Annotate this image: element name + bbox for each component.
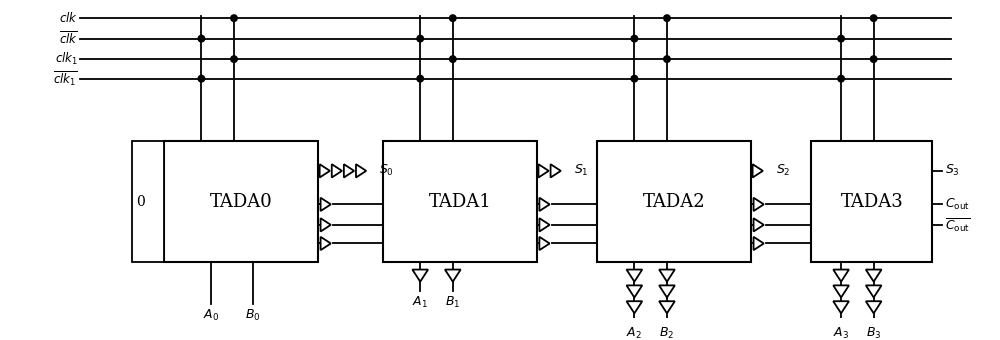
- Circle shape: [664, 56, 670, 62]
- Polygon shape: [539, 237, 550, 250]
- Circle shape: [631, 35, 638, 42]
- Text: $C_{\rm out}$: $C_{\rm out}$: [945, 197, 970, 212]
- Text: $B_3$: $B_3$: [866, 326, 881, 340]
- Polygon shape: [539, 218, 550, 232]
- Circle shape: [417, 75, 423, 82]
- Circle shape: [198, 75, 205, 82]
- Polygon shape: [320, 164, 330, 177]
- Polygon shape: [445, 270, 461, 282]
- Polygon shape: [866, 301, 882, 313]
- Bar: [597, 141, 751, 262]
- Polygon shape: [551, 164, 561, 177]
- Circle shape: [664, 15, 670, 21]
- Polygon shape: [344, 164, 354, 177]
- Polygon shape: [321, 198, 331, 211]
- Polygon shape: [754, 218, 764, 232]
- Text: $\overline{clk_1}$: $\overline{clk_1}$: [53, 69, 78, 88]
- Circle shape: [870, 56, 877, 62]
- Text: 0: 0: [137, 194, 145, 208]
- Polygon shape: [659, 285, 675, 298]
- Text: $B_0$: $B_0$: [245, 308, 260, 323]
- Text: TADA1: TADA1: [428, 192, 491, 210]
- Polygon shape: [754, 198, 764, 211]
- Text: $A_0$: $A_0$: [203, 308, 219, 323]
- Circle shape: [231, 56, 237, 62]
- Circle shape: [231, 15, 237, 21]
- Polygon shape: [627, 301, 642, 313]
- Circle shape: [450, 15, 456, 21]
- Polygon shape: [356, 164, 366, 177]
- Text: TADA2: TADA2: [643, 192, 705, 210]
- Polygon shape: [538, 164, 549, 177]
- Text: $S_3$: $S_3$: [945, 163, 960, 178]
- Text: TADA3: TADA3: [840, 192, 903, 210]
- Bar: [811, 141, 932, 262]
- Polygon shape: [539, 198, 550, 211]
- Circle shape: [417, 35, 423, 42]
- Polygon shape: [866, 285, 882, 298]
- Text: $B_2$: $B_2$: [659, 326, 675, 340]
- Polygon shape: [412, 270, 428, 282]
- Polygon shape: [332, 164, 342, 177]
- Text: $\overline{clk}$: $\overline{clk}$: [59, 30, 78, 47]
- Bar: [164, 141, 318, 262]
- Polygon shape: [833, 301, 849, 313]
- Bar: [383, 141, 537, 262]
- Circle shape: [631, 75, 638, 82]
- Text: $S_1$: $S_1$: [574, 163, 589, 178]
- Circle shape: [838, 35, 844, 42]
- Polygon shape: [833, 285, 849, 298]
- Circle shape: [838, 75, 844, 82]
- Text: $A_3$: $A_3$: [833, 326, 849, 340]
- Text: $S_2$: $S_2$: [776, 163, 790, 178]
- Text: $A_2$: $A_2$: [626, 326, 642, 340]
- Polygon shape: [321, 237, 331, 250]
- Text: $S_0$: $S_0$: [379, 163, 394, 178]
- Polygon shape: [659, 270, 675, 282]
- Polygon shape: [659, 301, 675, 313]
- Polygon shape: [754, 237, 764, 250]
- Polygon shape: [833, 270, 849, 282]
- Circle shape: [198, 35, 205, 42]
- Circle shape: [450, 56, 456, 62]
- Polygon shape: [753, 164, 763, 177]
- Bar: [132, 141, 164, 262]
- Text: $A_1$: $A_1$: [412, 294, 428, 310]
- Polygon shape: [627, 285, 642, 298]
- Polygon shape: [321, 218, 331, 232]
- Text: $clk_1$: $clk_1$: [55, 51, 78, 67]
- Text: $\overline{C_{\rm out}}$: $\overline{C_{\rm out}}$: [945, 216, 971, 234]
- Circle shape: [870, 15, 877, 21]
- Polygon shape: [866, 270, 882, 282]
- Polygon shape: [627, 270, 642, 282]
- Text: TADA0: TADA0: [210, 192, 272, 210]
- Text: $clk$: $clk$: [59, 11, 78, 25]
- Text: $B_1$: $B_1$: [445, 294, 460, 310]
